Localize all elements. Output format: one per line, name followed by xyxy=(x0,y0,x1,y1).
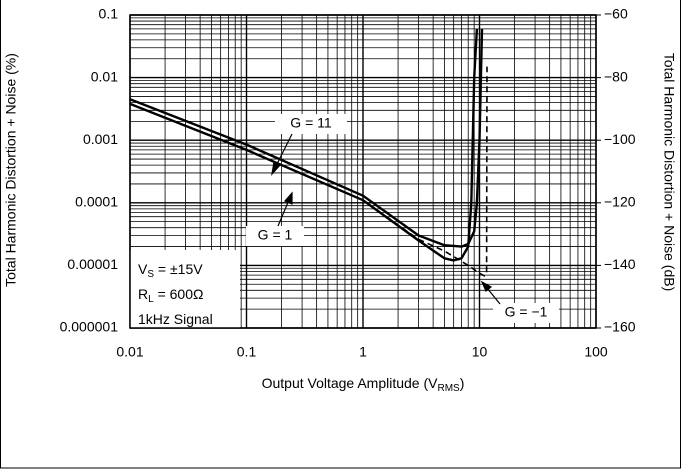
annotation-tail: = 600Ω xyxy=(154,286,204,302)
series-line xyxy=(129,28,479,262)
y-tick-label: 0.01 xyxy=(91,68,118,84)
y2-tick-label: −80 xyxy=(604,68,628,84)
annotation: VS = ±15V xyxy=(138,261,203,280)
label-box xyxy=(246,226,304,246)
y2-tick-label: −160 xyxy=(604,319,636,335)
series-line xyxy=(129,28,484,248)
x-axis-label: Output Voltage Amplitude (VRMS) xyxy=(262,375,465,394)
y-tick-label: 0.001 xyxy=(83,131,118,147)
series-label: G = −1 xyxy=(505,304,548,320)
x-tick-label: 0.1 xyxy=(237,344,257,360)
annotation-sub: S xyxy=(147,269,154,280)
y-tick-label: 0.0001 xyxy=(75,194,118,210)
annotation: RL = 600Ω xyxy=(138,286,203,305)
series-label: G = 11 xyxy=(290,115,332,131)
series-label: G = 1 xyxy=(258,227,293,243)
y2-tick-label: −140 xyxy=(604,256,636,272)
annotation-text: R xyxy=(138,286,148,302)
plot-frame xyxy=(129,14,597,329)
y-tick-label: 0.00001 xyxy=(67,256,118,272)
x-tick-label: 0.01 xyxy=(116,344,143,360)
y2-tick-label: −100 xyxy=(604,131,636,147)
y2-axis-label: Total Harmonic Distortion + Noise (dB) xyxy=(661,53,677,291)
label-box xyxy=(275,114,347,134)
annotation-text: V xyxy=(138,261,148,277)
label-box xyxy=(493,303,559,323)
series-line xyxy=(129,66,488,277)
y-tick-label: 0.000001 xyxy=(60,319,119,335)
arrows xyxy=(271,133,501,305)
y2-tick-label: −60 xyxy=(604,6,628,22)
x-tick-label: 10 xyxy=(472,344,488,360)
y-axis-label: Total Harmonic Distortion + Noise (%) xyxy=(3,53,19,287)
annotation: 1kHz Signal xyxy=(138,311,213,327)
y2-tick-label: −120 xyxy=(604,194,636,210)
marks xyxy=(129,28,488,277)
annotation-sub: L xyxy=(148,294,154,305)
x-tick-label: 100 xyxy=(584,344,608,360)
y-tick-label: 0.1 xyxy=(99,6,119,22)
x-tick-label: 1 xyxy=(359,344,367,360)
annotation-text: 1kHz Signal xyxy=(138,311,213,327)
annotation-box xyxy=(130,250,240,328)
annotation-tail: = ±15V xyxy=(154,261,203,277)
